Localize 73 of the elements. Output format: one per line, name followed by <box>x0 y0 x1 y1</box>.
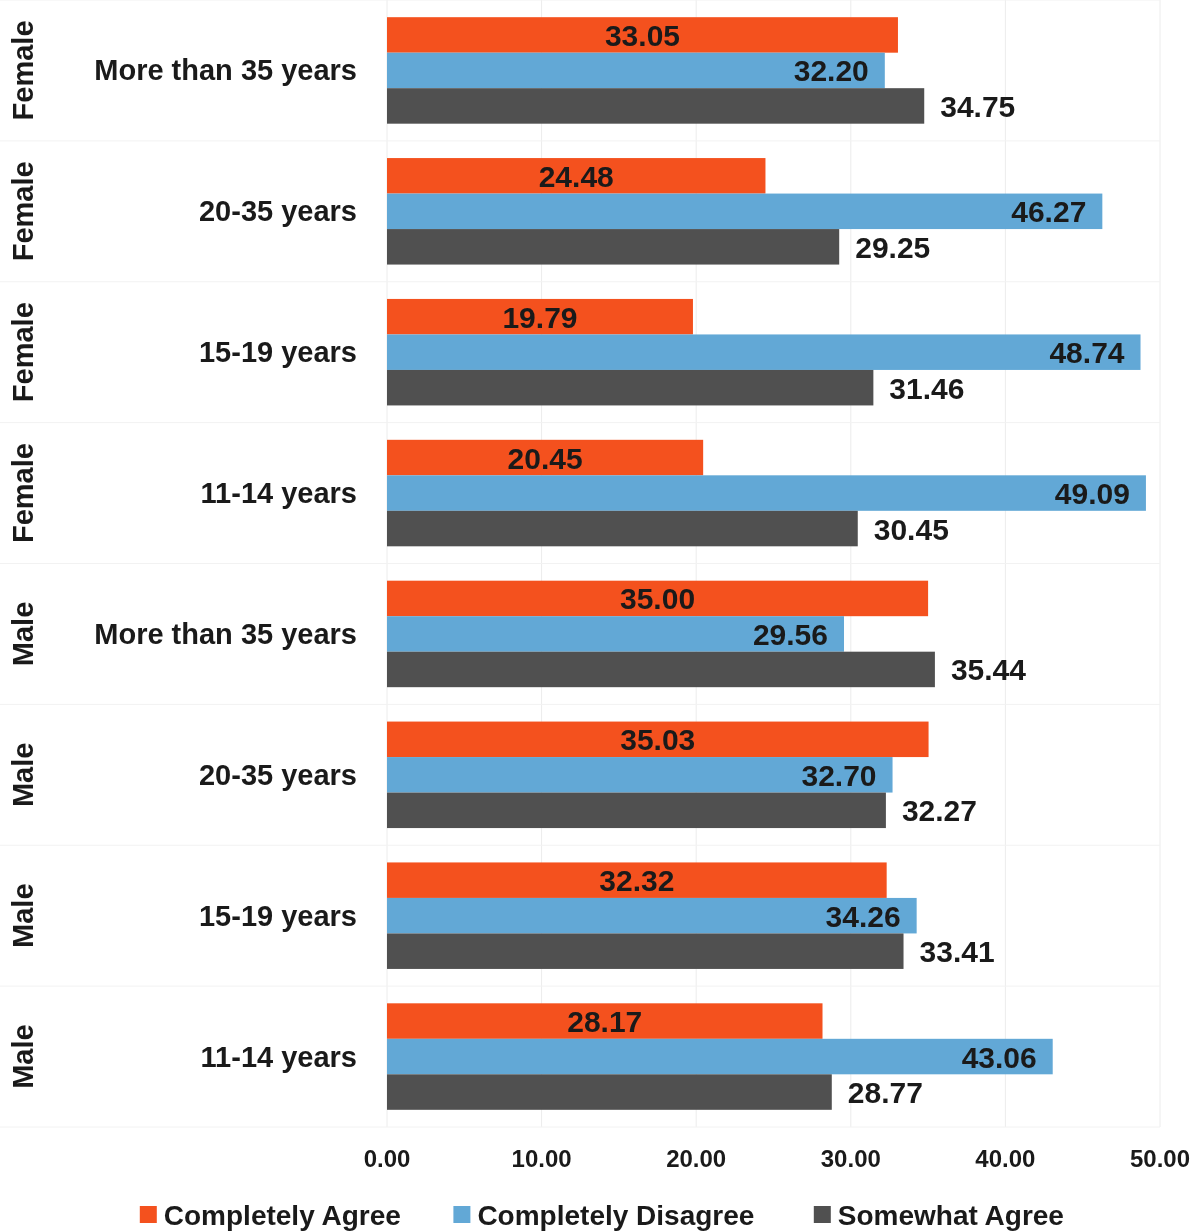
bar <box>387 757 893 793</box>
text: Male <box>7 601 39 667</box>
data-label: 32.27 <box>901 794 977 828</box>
x-tick-label: 30.00 <box>820 1145 881 1172</box>
y-tick-label: More than 35 years <box>94 617 357 650</box>
bar <box>387 369 874 406</box>
text: Female <box>7 161 39 262</box>
y-tick-label: 15-19 years <box>198 336 357 369</box>
data-label: 34.26 <box>825 899 901 933</box>
legend-label: Completely Disagree <box>477 1200 755 1231</box>
x-tick-label: 40.00 <box>975 1145 1036 1172</box>
text: Female <box>7 20 39 121</box>
data-label: 28.17 <box>567 1005 643 1039</box>
bar <box>387 439 704 476</box>
x-tick-label: 50.00 <box>1129 1145 1191 1172</box>
bar <box>387 510 858 547</box>
data-label: 35.00 <box>620 582 696 616</box>
bar <box>387 158 766 194</box>
x-tick-label: 0.00 <box>363 1145 411 1172</box>
y-tick-label: 20-35 years <box>198 758 357 791</box>
data-label: 35.44 <box>950 653 1027 687</box>
data-label: 35.03 <box>620 723 696 757</box>
data-label: 34.75 <box>940 89 1016 123</box>
data-label: 28.77 <box>847 1076 923 1110</box>
bar <box>387 616 844 652</box>
bar <box>387 862 887 898</box>
bar <box>387 193 1103 230</box>
bar <box>387 792 886 829</box>
data-label: 20.45 <box>507 441 583 475</box>
bar <box>387 17 898 53</box>
text: Male <box>7 883 39 948</box>
bar <box>387 933 904 969</box>
data-label: 29.56 <box>752 617 828 651</box>
bar <box>387 298 693 335</box>
data-label: 49.09 <box>1054 477 1130 511</box>
x-tick-label: 10.00 <box>511 1145 572 1172</box>
text: Male <box>7 742 39 808</box>
x-tick-label: 20.00 <box>666 1145 727 1172</box>
text: Male <box>7 1024 39 1089</box>
bar <box>387 475 1146 511</box>
data-label: 29.25 <box>855 230 931 264</box>
bar <box>387 229 840 265</box>
bar <box>387 1074 832 1110</box>
data-label: 48.74 <box>1049 336 1125 370</box>
data-label: 32.32 <box>599 864 675 898</box>
data-label: 30.45 <box>873 512 949 546</box>
bar <box>387 580 929 617</box>
data-label: 24.48 <box>538 159 614 193</box>
text: Female <box>7 443 39 544</box>
y-tick-label: 11-14 years <box>200 477 357 510</box>
data-label: 32.70 <box>801 758 877 792</box>
data-label: 33.41 <box>919 935 995 969</box>
data-label: 31.46 <box>889 371 965 405</box>
legend-label: Completely Agree <box>163 1200 401 1231</box>
bar <box>387 651 935 688</box>
bar <box>387 88 925 124</box>
bar <box>387 897 917 934</box>
data-label: 32.20 <box>793 54 869 88</box>
bar <box>387 52 885 89</box>
text: Female <box>7 302 39 403</box>
data-label: 46.27 <box>1011 195 1087 229</box>
bar <box>387 721 929 758</box>
y-tick-label: 15-19 years <box>198 899 357 932</box>
data-label: 43.06 <box>961 1040 1037 1074</box>
bar <box>387 1038 1053 1075</box>
y-tick-label: 20-35 years <box>198 195 357 228</box>
legend-label: Somewhat Agree <box>837 1200 1064 1231</box>
data-label: 19.79 <box>502 300 578 334</box>
data-label: 33.05 <box>604 18 681 52</box>
bar <box>387 334 1141 370</box>
y-tick-label: 11-14 years <box>200 1040 357 1073</box>
y-tick-label: More than 35 years <box>94 54 357 87</box>
bar <box>387 1003 823 1039</box>
